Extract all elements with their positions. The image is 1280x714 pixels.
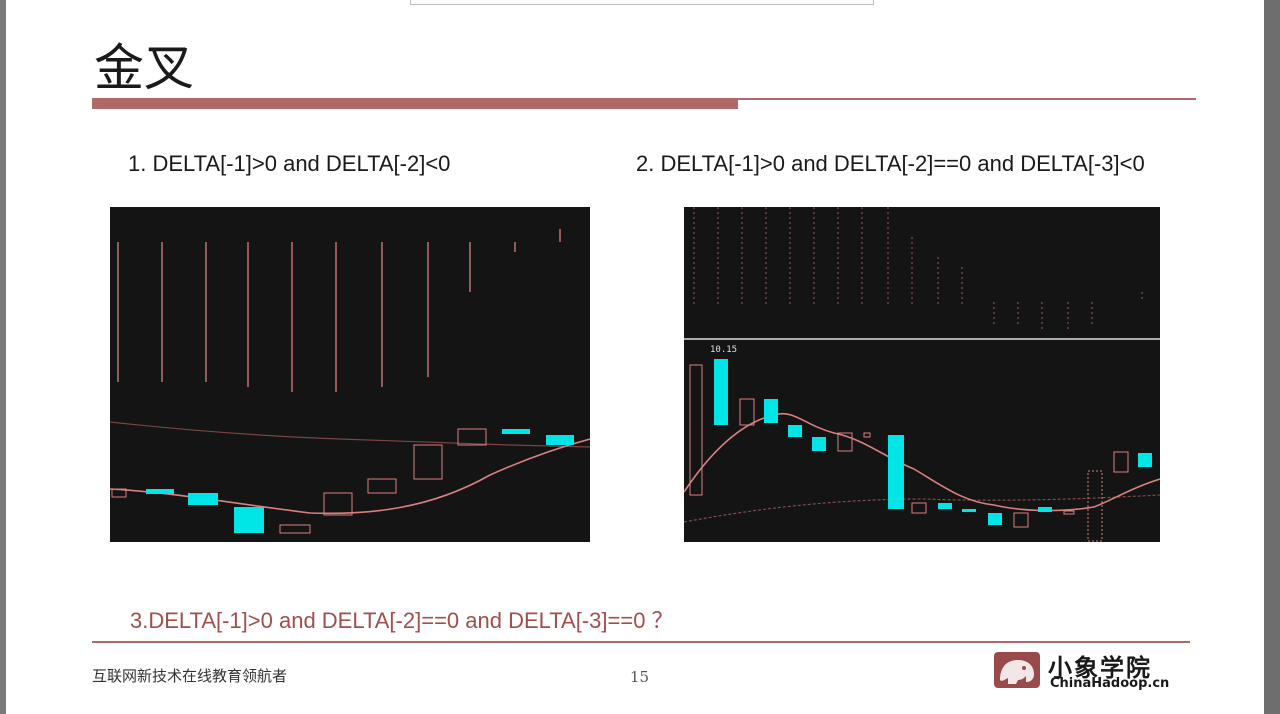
slide: 金叉 1. DELTA[-1]>0 and DELTA[-2]<0 2. DEL… — [6, 0, 1264, 714]
condition-1-label: 1. DELTA[-1]>0 and DELTA[-2]<0 — [128, 151, 451, 176]
volume-bars-1 — [117, 229, 561, 392]
logo-url: ChinaHadoop.cn — [1050, 676, 1170, 691]
top-frame — [410, 0, 874, 5]
window-edge — [1264, 0, 1280, 714]
candlestick-chart-1-graphic — [110, 229, 590, 534]
slide-title: 金叉 — [94, 39, 194, 97]
footer-slogan: 互联网新技术在线教育领航者 — [92, 667, 288, 685]
footer-divider — [92, 641, 1190, 643]
title-underline-thin — [738, 98, 1196, 100]
logo-name: 小象学院 — [1048, 654, 1152, 682]
candles-2 — [689, 359, 1152, 542]
elephant-logo-icon — [994, 652, 1040, 688]
price-label: 10.15 — [710, 345, 737, 355]
condition-2-label: 2. DELTA[-1]>0 and DELTA[-2]==0 and DELT… — [636, 151, 1145, 176]
candlestick-chart-2: 10.15 — [684, 207, 1160, 542]
volume-bars-2 — [693, 207, 1143, 332]
logo: 小象学院 ChinaHadoop.cn — [994, 650, 1194, 692]
candles-1 — [111, 428, 574, 534]
candlestick-chart-2-graphic: 10.15 — [684, 207, 1160, 542]
page-number: 15 — [630, 668, 650, 686]
candlestick-chart-1 — [110, 207, 590, 542]
condition-3-question: 3.DELTA[-1]>0 and DELTA[-2]==0 and DELTA… — [130, 608, 674, 633]
title-underline — [92, 98, 738, 109]
